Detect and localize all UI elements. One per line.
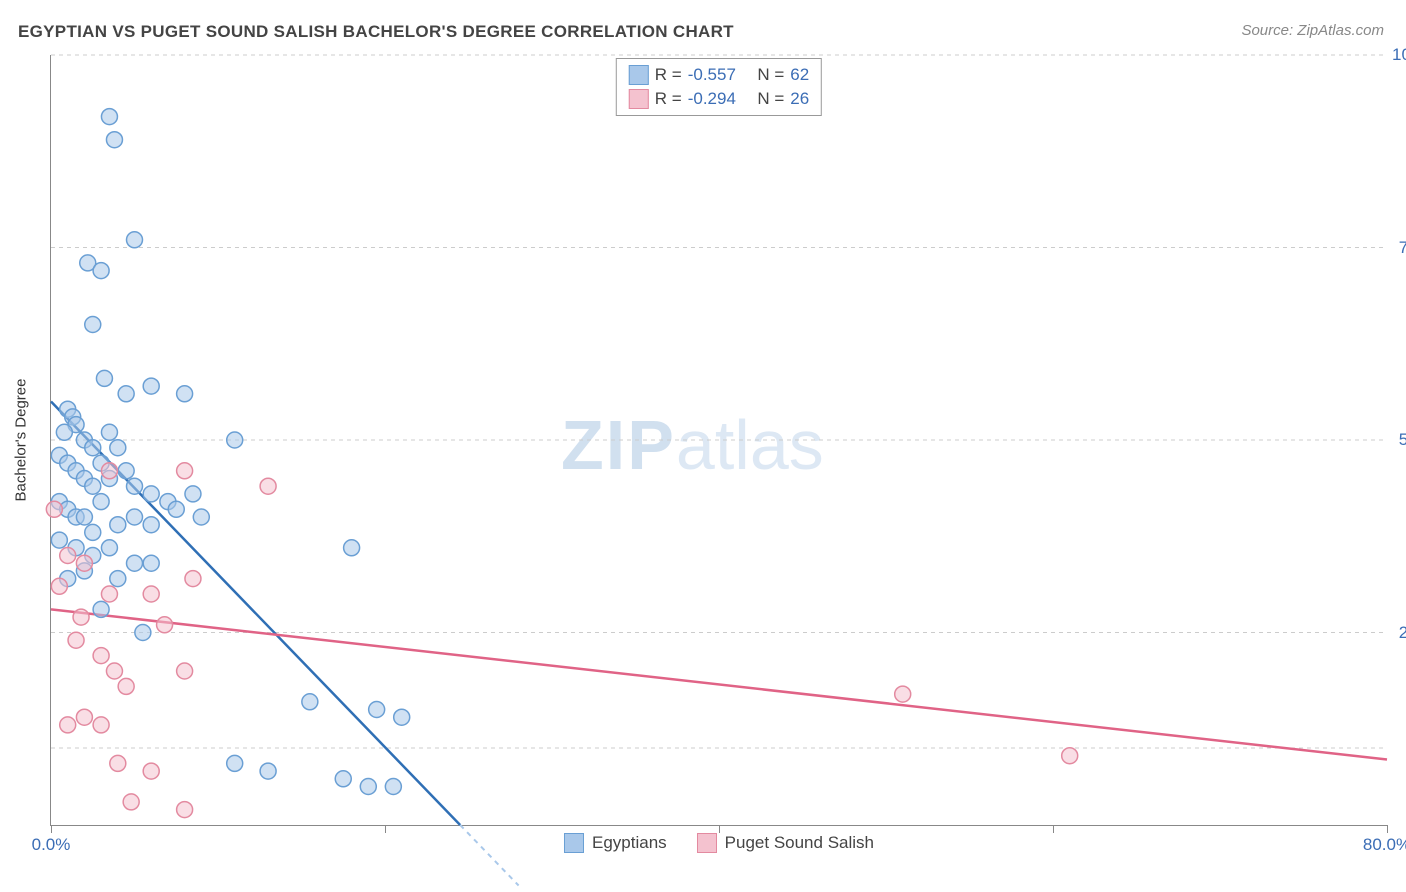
x-tick bbox=[385, 825, 386, 833]
x-tick-label: 80.0% bbox=[1363, 835, 1406, 855]
swatch-egyptians-bottom bbox=[564, 833, 584, 853]
legend-item-egyptians: Egyptians bbox=[564, 833, 667, 853]
legend-item-salish: Puget Sound Salish bbox=[697, 833, 874, 853]
x-tick bbox=[51, 825, 52, 833]
y-tick-label: 50.0% bbox=[1392, 430, 1406, 450]
swatch-salish-bottom bbox=[697, 833, 717, 853]
legend-label-salish: Puget Sound Salish bbox=[725, 833, 874, 853]
x-tick bbox=[719, 825, 720, 833]
x-tick bbox=[1387, 825, 1388, 833]
chart-title: EGYPTIAN VS PUGET SOUND SALISH BACHELOR'… bbox=[18, 22, 734, 42]
chart-plot-area: Bachelor's Degree ZIPatlas R = -0.557 N … bbox=[50, 55, 1387, 826]
y-tick-label: 100.0% bbox=[1392, 45, 1406, 65]
x-tick-label: 0.0% bbox=[32, 835, 71, 855]
source-credit: Source: ZipAtlas.com bbox=[1241, 22, 1384, 39]
y-axis-label: Bachelor's Degree bbox=[13, 379, 30, 502]
scatter-svg bbox=[51, 55, 1387, 825]
legend-label-egyptians: Egyptians bbox=[592, 833, 667, 853]
y-tick-label: 25.0% bbox=[1392, 623, 1406, 643]
x-tick bbox=[1053, 825, 1054, 833]
y-tick-label: 75.0% bbox=[1392, 238, 1406, 258]
series-legend: Egyptians Puget Sound Salish bbox=[564, 833, 874, 853]
